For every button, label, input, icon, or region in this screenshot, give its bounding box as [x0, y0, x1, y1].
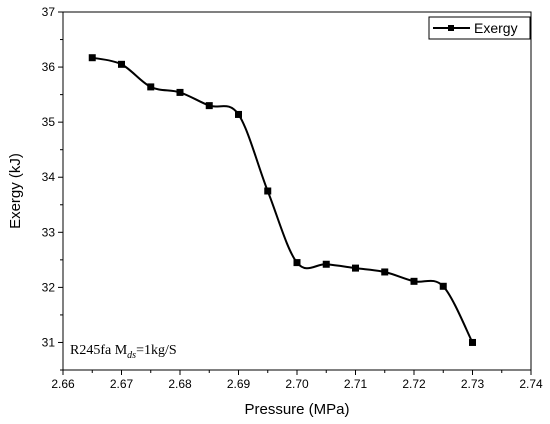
- annotation-subscript: ds: [127, 350, 136, 361]
- x-tick-label: 2.66: [51, 377, 75, 391]
- data-point-marker: [118, 60, 125, 68]
- y-tick-label: 31: [42, 335, 56, 349]
- annotation-prefix: R245fa M: [70, 343, 128, 358]
- legend: Exergy: [428, 16, 531, 40]
- x-tick-label: 2.71: [344, 377, 368, 391]
- y-tick-label: 32: [42, 280, 56, 294]
- legend-box: [428, 16, 531, 40]
- exergy-series-markers: [88, 54, 476, 346]
- data-point-marker: [205, 102, 213, 110]
- x-tick-label: 2.69: [227, 377, 251, 391]
- data-point-marker: [88, 54, 96, 62]
- data-point-marker: [264, 187, 272, 195]
- data-point-marker: [293, 259, 301, 267]
- y-tick-label: 33: [42, 225, 56, 239]
- data-point-marker: [176, 88, 184, 96]
- data-point-marker: [469, 338, 476, 346]
- x-tick-label: 2.67: [110, 377, 134, 391]
- data-point-marker: [352, 264, 359, 272]
- y-tick-label: 34: [42, 170, 56, 184]
- legend-label: Exergy: [474, 20, 518, 36]
- x-axis-title: Pressure (MPa): [244, 401, 349, 418]
- x-tick-label: 2.70: [285, 377, 309, 391]
- exergy-series-line: [91, 56, 474, 343]
- x-tick-label: 2.68: [168, 377, 192, 391]
- legend-marker-sample: [448, 25, 454, 31]
- condition-annotation: R245fa Mds=1kg/S: [70, 343, 177, 361]
- x-tick-label: 2.73: [461, 377, 485, 391]
- x-tick-label: 2.74: [519, 377, 543, 391]
- y-axis-ticks: 31 32 33 34 35 36 37: [42, 5, 63, 371]
- y-tick-label: 37: [42, 5, 56, 19]
- data-point-marker: [147, 83, 155, 91]
- y-tick-label: 36: [42, 60, 56, 74]
- y-axis-title: Exergy (kJ): [7, 153, 24, 229]
- x-axis-ticks: 2.66 2.67 2.68 2.69 2.70 2.71 2.72 2.73 2.74: [51, 370, 543, 391]
- x-tick-label: 2.72: [402, 377, 426, 391]
- data-point-marker: [235, 110, 242, 118]
- data-point-marker: [381, 268, 389, 276]
- y-tick-label: 35: [42, 115, 56, 129]
- data-point-marker: [410, 277, 418, 285]
- annotation-suffix: =1kg/S: [136, 343, 177, 358]
- data-point-marker: [322, 260, 330, 268]
- data-point-marker: [439, 282, 447, 290]
